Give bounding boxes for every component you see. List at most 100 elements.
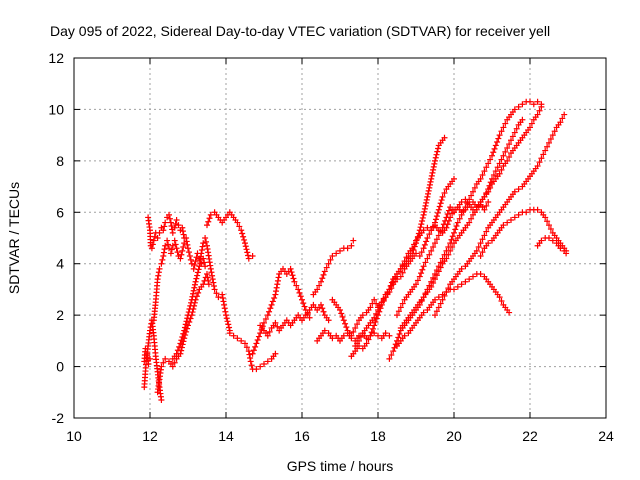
data-point — [191, 262, 198, 268]
data-point — [166, 245, 172, 252]
data-point — [470, 273, 476, 280]
data-point — [266, 308, 273, 315]
data-point — [433, 213, 440, 220]
data-point — [184, 241, 191, 248]
data-point — [158, 260, 165, 267]
data-point — [255, 333, 262, 340]
data-point — [186, 253, 193, 259]
data-point — [462, 204, 469, 211]
data-point — [453, 223, 460, 229]
data-point — [327, 256, 334, 263]
data-point — [439, 296, 446, 303]
data-point — [275, 274, 282, 281]
data-point — [187, 302, 194, 309]
data-point — [441, 190, 448, 196]
data-point — [158, 363, 165, 370]
x-tick-label: 10 — [66, 428, 82, 444]
data-point — [340, 317, 347, 324]
data-point — [386, 286, 393, 293]
data-point — [454, 219, 461, 226]
data-point — [185, 245, 191, 252]
data-point — [451, 229, 457, 236]
data-point — [551, 128, 558, 135]
data-point — [156, 229, 163, 236]
data-point — [485, 188, 492, 195]
data-point — [161, 223, 168, 230]
data-point — [160, 227, 167, 234]
data-point — [173, 350, 180, 357]
data-point — [359, 312, 366, 319]
data-point — [222, 308, 229, 315]
data-point — [372, 319, 379, 325]
data-point — [432, 276, 438, 283]
data-point — [369, 325, 376, 332]
y-tick-label: 12 — [48, 50, 64, 66]
data-point — [274, 281, 281, 288]
data-point — [207, 211, 214, 218]
data-point — [191, 284, 198, 291]
data-point — [496, 170, 503, 177]
data-point — [527, 124, 533, 131]
data-point — [199, 243, 206, 250]
data-point — [414, 277, 421, 284]
data-point — [424, 255, 431, 262]
data-point — [245, 255, 252, 262]
chart-title: Day 095 of 2022, Sidereal Day-to-day VTE… — [50, 23, 550, 39]
data-point — [428, 227, 435, 234]
data-point — [423, 238, 430, 245]
data-point — [479, 172, 486, 178]
data-point — [158, 397, 165, 403]
data-point — [473, 247, 480, 254]
data-point — [447, 247, 454, 254]
data-point — [323, 264, 330, 271]
data-point — [466, 276, 473, 283]
data-point — [424, 193, 431, 200]
data-point — [410, 247, 417, 253]
data-point — [350, 328, 357, 335]
data-point — [183, 235, 190, 241]
data-point — [418, 249, 425, 256]
data-point — [181, 324, 188, 331]
data-markers — [141, 98, 570, 403]
data-point — [147, 327, 153, 334]
data-point — [452, 226, 459, 233]
data-point — [209, 272, 216, 279]
data-point — [430, 244, 437, 250]
y-tick-label: 10 — [48, 101, 64, 117]
data-point — [319, 305, 326, 312]
data-point — [418, 270, 425, 277]
data-point — [234, 335, 241, 342]
data-point — [559, 115, 566, 122]
data-point — [500, 152, 507, 159]
data-point — [200, 240, 207, 247]
data-point — [261, 319, 267, 326]
data-point — [519, 101, 526, 108]
data-point — [498, 156, 505, 163]
data-point — [496, 294, 503, 301]
data-point — [479, 249, 486, 256]
data-point — [458, 199, 465, 205]
data-point — [423, 199, 430, 206]
data-point — [435, 304, 442, 311]
data-point — [424, 235, 431, 241]
data-point — [428, 172, 435, 179]
data-point — [504, 219, 511, 226]
data-point — [426, 181, 433, 188]
data-point — [445, 207, 452, 214]
data-point — [291, 278, 298, 285]
data-point — [300, 300, 307, 307]
data-point — [401, 332, 408, 339]
data-point — [301, 303, 308, 310]
data-point — [175, 222, 182, 229]
data-point — [557, 245, 564, 252]
data-point — [430, 166, 437, 173]
data-point — [243, 246, 250, 253]
data-point — [192, 258, 199, 265]
data-point — [413, 236, 420, 243]
data-point — [168, 223, 175, 229]
data-point — [295, 286, 302, 293]
data-point — [460, 208, 467, 214]
data-point — [439, 193, 446, 200]
data-point — [221, 301, 228, 308]
data-point — [173, 245, 180, 252]
